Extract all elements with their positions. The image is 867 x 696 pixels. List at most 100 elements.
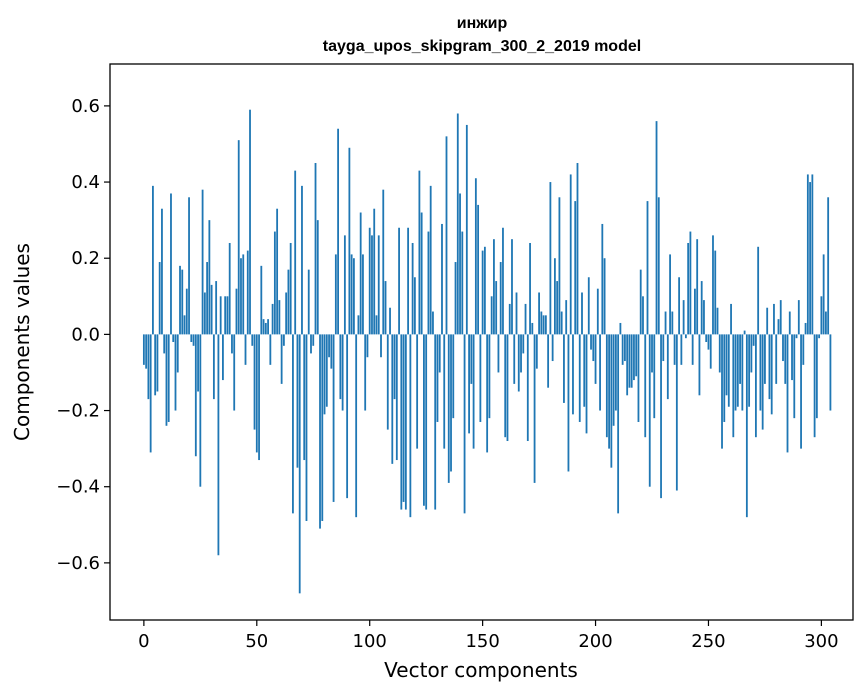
bar-203 — [601, 223, 604, 335]
bar-299 — [818, 334, 821, 339]
bar-61 — [280, 334, 283, 384]
bar-229 — [660, 334, 662, 499]
bar-291 — [800, 334, 802, 449]
bar-46 — [246, 250, 249, 335]
bar-167 — [520, 334, 522, 373]
bar-107 — [384, 281, 387, 335]
bar-220 — [639, 269, 642, 335]
bar-58 — [273, 231, 276, 335]
bar-139 — [456, 113, 459, 335]
bar-38 — [228, 242, 231, 335]
bar-216 — [630, 334, 633, 388]
bar-276 — [766, 307, 769, 335]
bar-165 — [515, 292, 518, 335]
bar-129 — [434, 334, 437, 510]
bar-13 — [172, 334, 175, 342]
bar-56 — [269, 334, 272, 365]
bar-225 — [651, 334, 653, 373]
bar-270 — [752, 334, 755, 346]
x-tick-label-4: 200 — [578, 631, 612, 652]
bar-34 — [219, 296, 222, 335]
bar-95 — [357, 315, 360, 335]
bar-21 — [190, 334, 193, 342]
bar-39 — [231, 334, 233, 354]
chart-subtitle: tayga_upos_skipgram_300_2_2019 model — [323, 38, 641, 55]
bar-163 — [511, 239, 513, 335]
x-tick-label-5: 250 — [691, 631, 725, 652]
bar-155 — [493, 239, 495, 335]
bar-210 — [617, 334, 620, 514]
bar-49 — [253, 334, 256, 430]
bar-184 — [558, 197, 561, 335]
bar-140 — [459, 193, 461, 335]
bar-172 — [531, 322, 534, 335]
bar-192 — [576, 163, 579, 335]
bar-248 — [703, 300, 705, 335]
bar-202 — [599, 334, 601, 411]
bar-53 — [262, 319, 265, 335]
bar-26 — [201, 189, 204, 335]
bar-64 — [287, 269, 290, 335]
bar-191 — [574, 201, 577, 335]
bar-102 — [373, 208, 376, 335]
bar-17 — [181, 269, 184, 335]
bar-72 — [305, 334, 308, 521]
bar-159 — [502, 227, 504, 335]
y-axis-ticks: −0.6 −0.4 −0.2 0.0 0.2 0.4 0.6 — [56, 96, 110, 574]
bar-245 — [696, 239, 699, 335]
bar-71 — [303, 334, 306, 461]
bar-258 — [725, 334, 728, 396]
bar-213 — [624, 334, 626, 362]
bar-280 — [775, 334, 778, 384]
bar-196 — [585, 334, 588, 434]
bar-279 — [773, 303, 775, 335]
bar-176 — [540, 311, 543, 335]
bar-20 — [188, 197, 190, 335]
bar-18 — [183, 315, 186, 335]
bar-50 — [255, 334, 258, 453]
bar-254 — [716, 307, 719, 335]
bar-100 — [368, 227, 371, 335]
bar-209 — [614, 334, 617, 411]
bar-116 — [404, 334, 407, 510]
bar-179 — [547, 334, 550, 388]
bar-228 — [657, 197, 660, 335]
bar-121 — [416, 334, 419, 449]
bar-148 — [477, 204, 480, 335]
y-tick-label-2: −0.2 — [56, 401, 100, 422]
bar-188 — [567, 334, 570, 472]
y-tick-label-6: 0.6 — [71, 96, 100, 117]
bar-198 — [590, 334, 592, 350]
bar-3 — [149, 334, 152, 453]
bar-158 — [499, 262, 502, 335]
bar-7 — [158, 262, 161, 335]
bar-68 — [296, 334, 299, 468]
bar-283 — [782, 334, 784, 362]
bar-211 — [619, 322, 622, 335]
bar-200 — [594, 334, 597, 384]
bar-265 — [741, 334, 744, 411]
bar-160 — [504, 334, 507, 438]
bar-178 — [544, 315, 547, 335]
bar-4 — [152, 185, 154, 335]
x-axis-label: Vector components — [384, 658, 578, 682]
bar-277 — [768, 334, 771, 400]
bar-41 — [235, 288, 238, 335]
bar-98 — [364, 334, 367, 411]
bar-259 — [727, 334, 730, 407]
bar-1 — [145, 334, 148, 369]
bar-239 — [682, 300, 685, 335]
bar-153 — [488, 334, 491, 419]
bar-253 — [714, 250, 717, 335]
bar-62 — [282, 334, 285, 346]
bar-5 — [154, 334, 157, 396]
bar-237 — [678, 277, 681, 335]
bar-266 — [743, 330, 746, 335]
bar-111 — [393, 334, 396, 400]
bar-86 — [337, 128, 339, 335]
bar-133 — [443, 334, 446, 449]
bar-122 — [418, 170, 421, 335]
bar-201 — [596, 288, 599, 335]
bar-27 — [203, 292, 206, 335]
bar-96 — [359, 212, 362, 335]
